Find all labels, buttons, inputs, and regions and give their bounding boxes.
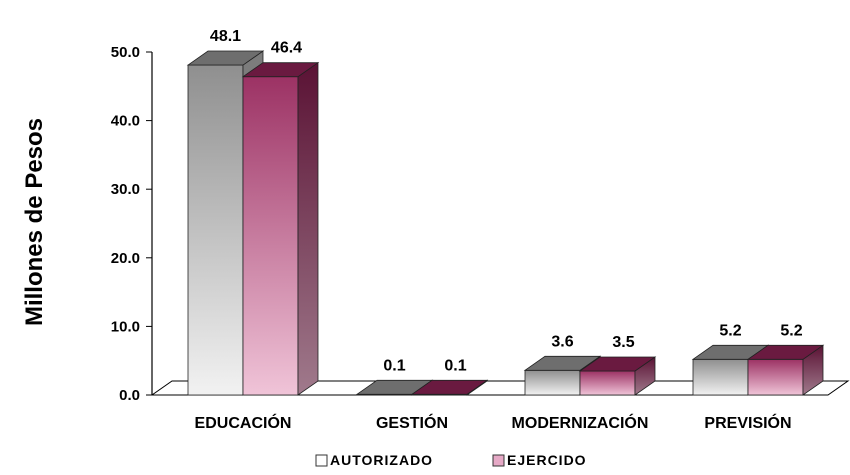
- bar-top-ejercido-2: [578, 356, 657, 372]
- bar-ejercido-3: [747, 358, 804, 396]
- legend-swatch-ejercido: [492, 454, 505, 467]
- legend-swatch-autorizado: [315, 454, 328, 467]
- bar-top-autorizado-0: [186, 50, 265, 66]
- x-category-label-2: MODERNIZACIÓN: [512, 413, 649, 432]
- y-axis-label: Millones de Pesos: [21, 118, 48, 326]
- legend-label-ejercido: EJERCIDO: [507, 452, 587, 468]
- value-label-autorizado-3: 5.2: [719, 322, 741, 339]
- bar-top-ejercido-3: [746, 344, 825, 360]
- x-category-label-0: EDUCACIÓN: [195, 413, 292, 432]
- y-tick-label: 10.0: [111, 318, 140, 335]
- x-category-label-3: PREVISIÓN: [704, 413, 791, 432]
- bars: [186, 50, 825, 396]
- value-label-autorizado-1: 0.1: [383, 357, 405, 374]
- bar-autorizado-0: [187, 64, 244, 396]
- y-tick-label: 20.0: [111, 250, 140, 267]
- x-axis-categories: EDUCACIÓN GESTIÓN MODERNIZACIÓN PREVISIÓN: [195, 413, 792, 432]
- bar-side-ejercido-0: [297, 61, 319, 396]
- bar-top-autorizado-2: [523, 355, 602, 371]
- value-label-ejercido-3: 5.2: [780, 322, 802, 339]
- value-label-ejercido-2: 3.5: [612, 334, 634, 351]
- value-labels: 48.1 46.4 0.1 0.1 3.6 3.5 5.2 5.2: [210, 28, 803, 374]
- bar-ejercido-2: [579, 370, 636, 396]
- bar-autorizado-3: [692, 358, 749, 396]
- value-label-autorizado-0: 48.1: [210, 28, 241, 45]
- bar-autorizado-2: [524, 369, 581, 396]
- value-label-autorizado-2: 3.6: [551, 333, 573, 350]
- value-label-ejercido-1: 0.1: [444, 357, 466, 374]
- y-tick-label: 50.0: [111, 44, 140, 61]
- bar-top-ejercido-1: [410, 379, 489, 395]
- value-label-ejercido-0: 46.4: [271, 40, 302, 57]
- bar-ejercido-0: [242, 76, 299, 396]
- legend: AUTORIZADO EJERCIDO: [315, 452, 587, 468]
- y-tick-label: 30.0: [111, 181, 140, 198]
- x-category-label-1: GESTIÓN: [376, 413, 448, 432]
- y-tick-label: 0.0: [119, 387, 140, 404]
- bar-top-ejercido-0: [241, 62, 320, 78]
- legend-label-autorizado: AUTORIZADO: [330, 452, 433, 468]
- y-tick-label: 40.0: [111, 113, 140, 130]
